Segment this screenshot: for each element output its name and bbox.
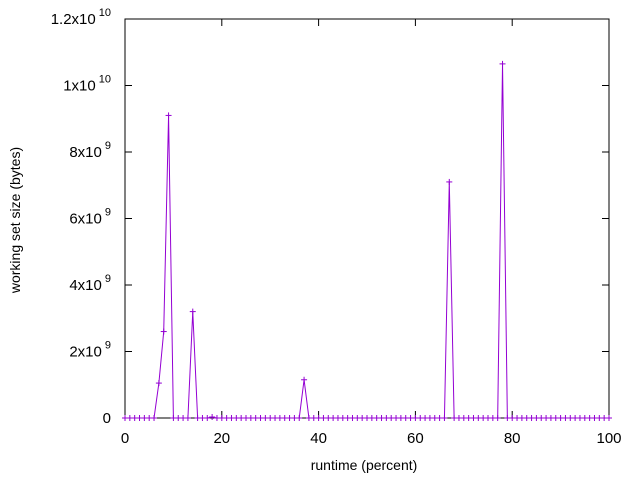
plot-frame xyxy=(124,18,610,419)
y-tick-label: 4x10 9 xyxy=(69,273,111,294)
y-tick-mantissa: 0 xyxy=(103,410,111,427)
y-tick-exponent: 10 xyxy=(99,7,111,19)
series-points xyxy=(122,60,612,421)
y-tick-exponent: 9 xyxy=(105,140,111,152)
x-tick-labels: 0 20 40 60 80 100 xyxy=(121,430,622,447)
data-point xyxy=(499,60,506,67)
data-point xyxy=(494,415,501,421)
x-tick-label: 40 xyxy=(310,430,327,447)
x-tick-label: 80 xyxy=(504,430,521,447)
y-tick-mantissa: 8x10 xyxy=(69,144,102,161)
data-point xyxy=(160,328,167,335)
data-point xyxy=(151,415,158,421)
data-point xyxy=(446,178,453,185)
data-point xyxy=(296,415,303,421)
x-axis-label: runtime (percent) xyxy=(311,457,418,473)
y-tick-exponent: 10 xyxy=(99,74,111,86)
data-point xyxy=(301,376,308,383)
y-tick-label: 8x10 9 xyxy=(69,140,111,161)
y-tick-label: 2x10 9 xyxy=(69,340,111,361)
data-point xyxy=(204,415,211,421)
series-line xyxy=(125,63,609,419)
x-tick-label: 0 xyxy=(121,430,129,447)
data-point xyxy=(441,415,448,421)
y-tick-exponent: 9 xyxy=(105,273,111,285)
y-tick-label: 1.2x10 10 xyxy=(51,7,111,28)
y-tick-mantissa: 2x10 xyxy=(69,344,102,361)
data-point xyxy=(209,414,216,421)
axis-ticks xyxy=(124,18,610,419)
data-point xyxy=(606,415,612,421)
x-tick-label: 60 xyxy=(407,430,424,447)
y-tick-label: 1x10 10 xyxy=(63,74,111,95)
data-point xyxy=(155,380,162,387)
y-tick-mantissa: 6x10 xyxy=(69,211,102,228)
y-tick-exponent: 9 xyxy=(105,340,111,352)
x-tick-label: 100 xyxy=(596,430,621,447)
x-tick-label: 20 xyxy=(213,430,230,447)
data-point xyxy=(184,415,191,421)
data-point xyxy=(189,308,196,315)
y-tick-mantissa: 1.2x10 xyxy=(51,11,96,28)
y-tick-exponent: 9 xyxy=(105,207,111,219)
y-tick-mantissa: 1x10 xyxy=(63,78,96,95)
y-tick-label: 0 xyxy=(103,410,111,427)
y-tick-label: 6x10 9 xyxy=(69,207,111,228)
y-axis-label: working set size (bytes) xyxy=(7,147,23,294)
y-tick-mantissa: 4x10 xyxy=(69,277,102,294)
data-point xyxy=(165,112,172,119)
